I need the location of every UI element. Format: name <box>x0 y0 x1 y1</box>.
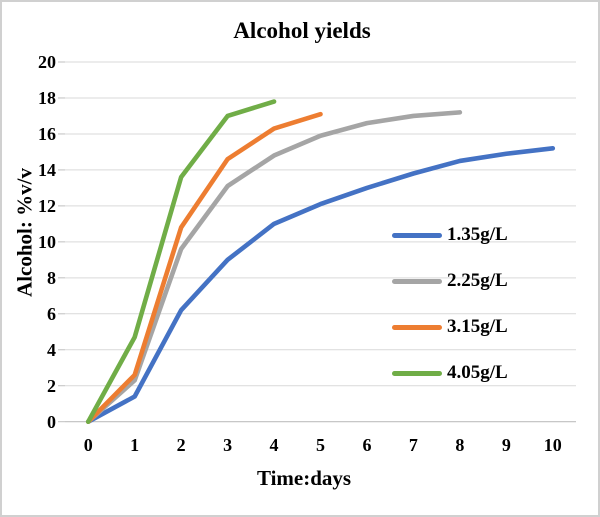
y-tick-label: 10 <box>38 231 56 252</box>
series-line-2.25g/L <box>85 110 463 425</box>
x-tick-label: 0 <box>83 435 93 455</box>
y-tick-label: 12 <box>38 195 56 216</box>
chart-title: Alcohol yields <box>233 18 371 43</box>
legend-swatch-4-05-line-icon <box>392 370 442 376</box>
x-tick-label: 7 <box>408 435 418 455</box>
legend-swatch-3-15-line-icon <box>392 324 442 330</box>
legend-label-1-35: 1.35g/L <box>447 224 508 245</box>
y-tick-label: 16 <box>38 123 56 144</box>
y-tick-label: 2 <box>47 375 56 396</box>
y-tick-label: 20 <box>38 52 56 72</box>
legend-swatch-1-35-line-icon <box>392 232 442 238</box>
y-tick-label: 4 <box>47 339 56 360</box>
x-tick-label: 4 <box>269 435 279 455</box>
legend-label-4-05: 4.05g/L <box>447 362 508 383</box>
y-tick-label: 14 <box>38 159 56 180</box>
legend-label-3-15: 3.15g/L <box>447 316 508 337</box>
series-line-4.05g/L <box>85 99 277 425</box>
legend-item-4-05: 4.05g/L <box>392 360 508 386</box>
x-tick-label: 2 <box>176 435 186 455</box>
x-axis-title: Time:days <box>256 466 352 490</box>
x-tick-label: 5 <box>316 435 325 455</box>
x-tick-label: 9 <box>501 435 511 455</box>
series-line-3.15g/L <box>85 111 323 425</box>
x-tick-label: 3 <box>223 435 233 455</box>
legend-label-2-25: 2.25g/L <box>447 270 508 291</box>
y-tick-label: 0 <box>47 411 56 432</box>
x-tick-label: 6 <box>362 435 372 455</box>
legend-item-2-25: 2.25g/L <box>392 268 508 294</box>
x-tick-label: 1 <box>130 435 140 455</box>
legend-item-1-35: 1.35g/L <box>392 222 508 248</box>
x-tick-label: 10 <box>543 435 562 455</box>
y-tick-label: 18 <box>38 87 56 108</box>
y-tick-label: 8 <box>47 267 56 288</box>
legend-item-3-15: 3.15g/L <box>392 314 508 340</box>
series-line-1.35g/L <box>85 146 556 425</box>
legend-swatch-2-25-line-icon <box>392 278 442 284</box>
y-tick-label: 6 <box>47 303 56 324</box>
x-tick-label: 8 <box>455 435 465 455</box>
